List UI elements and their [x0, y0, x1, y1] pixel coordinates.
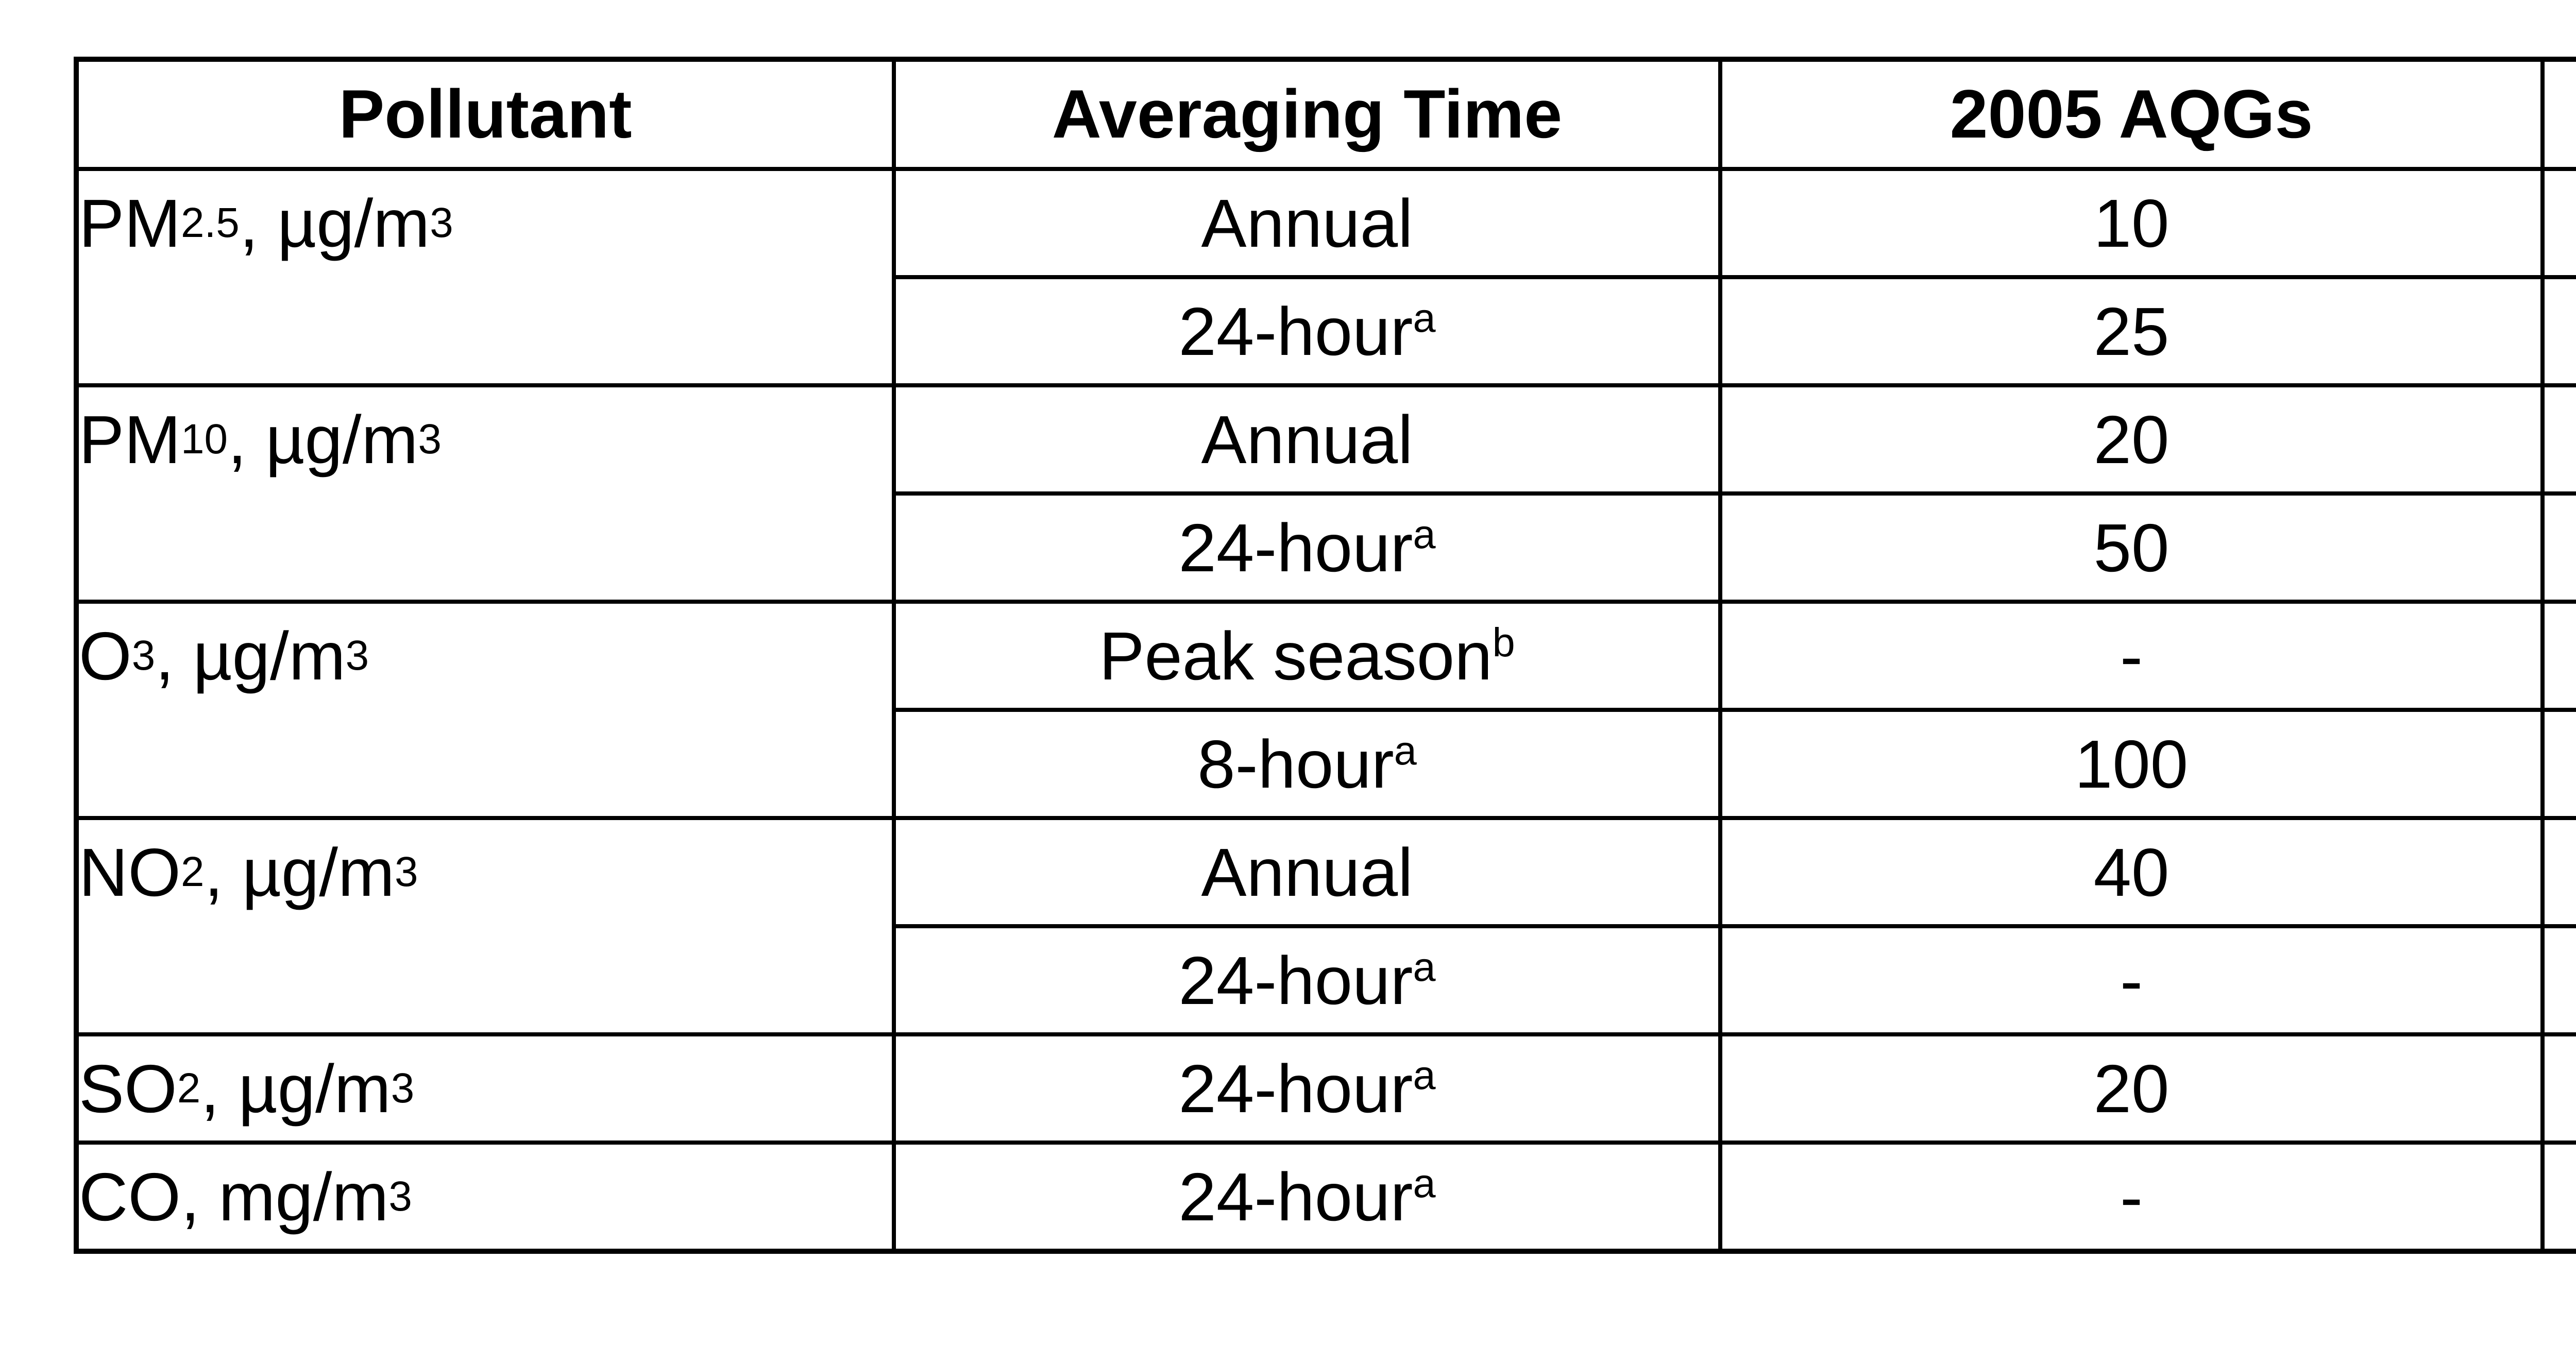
pollutant-label: SO 2, µg/m 3 [79, 1050, 415, 1127]
pollutant-unit: , µg/m [228, 401, 418, 478]
pollutant-base: PM [79, 401, 181, 478]
pollutant-cell-no2: NO 2, µg/m 3 [74, 816, 896, 1036]
aqg-2005-cell: 25 [1718, 275, 2545, 387]
averaging-time-cell: 24-houra [892, 1032, 1722, 1145]
aqg-2021-cell: 10 [2540, 816, 2576, 928]
pollutant-base: CO [79, 1159, 181, 1235]
header-row: Pollutant Averaging Time 2005 AQGs 2021 … [74, 57, 2576, 171]
aqg-2005-cell: 20 [1718, 1032, 2545, 1145]
table-row-co-24hour: CO, mg/m3 24-houra - 4 [74, 1140, 2576, 1253]
footnote-marker: a [1413, 510, 1436, 557]
aqg-2021-cell: 45 [2540, 491, 2576, 604]
pollutant-label: CO, mg/m 3 [79, 1159, 412, 1235]
aqg-2005-cell: 10 [1718, 167, 2545, 279]
averaging-time-cell: 24-houra [892, 491, 1722, 604]
pollutant-cell-pm25: PM 2.5, µg/m 3 [74, 167, 896, 387]
pollutant-unit: , µg/m [200, 1050, 391, 1127]
averaging-time-cell: Annual [892, 167, 1722, 279]
pollutant-base: PM [79, 185, 181, 261]
pollutant-label: PM 2.5, µg/m 3 [79, 185, 453, 261]
table-row-so2-24hour: SO2, µg/m3 24-houra 20 40 [74, 1032, 2576, 1145]
footnote-marker: a [1413, 1160, 1436, 1206]
averaging-time-label: 24-hour [1178, 1159, 1413, 1235]
footnote-marker: a [1394, 727, 1417, 773]
aqg-2021-cell: 40 [2540, 1032, 2576, 1145]
footnote-marker: a [1413, 294, 1436, 340]
pollutant-cell-co: CO, mg/m 3 [74, 1140, 896, 1253]
table-row-o3-8hour: 8-houra 100 100 [76, 708, 2576, 820]
averaging-time-label: 24-hour [1178, 942, 1413, 1018]
averaging-time-cell: 24-houra [892, 275, 1722, 387]
aqg-2021-cell: 100 [2540, 708, 2576, 820]
col-header-2021-aqgs: 2021 AQGs [2540, 57, 2576, 171]
aqg-2021-cell: 5 [2540, 167, 2576, 279]
pollutant-base: NO [79, 834, 181, 910]
pollutant-cell-so2: SO 2, µg/m 3 [74, 1032, 896, 1145]
table-row-pm25-annual: PM2.5, µg/m3 Annual 10 5 [74, 167, 2576, 387]
footnote-marker: b [1492, 619, 1515, 665]
averaging-time-cell: Annual [892, 816, 1722, 928]
averaging-time-cell: 8-houra [892, 708, 1722, 820]
aqg-2005-cell: 20 [1718, 383, 2545, 496]
averaging-time-cell: Peak seasonb [892, 600, 1722, 712]
averaging-time-cell: Annual [892, 383, 1722, 496]
table-body: PM2.5, µg/m3 Annual 10 5 24-houra 25 15 … [74, 167, 2576, 1253]
footnote-marker: a [1413, 943, 1436, 990]
averaging-time-label: Peak season [1099, 618, 1493, 694]
aqg-2021-cell: 15 [2540, 383, 2576, 496]
pollutant-label: NO 2, µg/m 3 [79, 834, 418, 910]
pollutant-label: PM 10, µg/m 3 [79, 401, 442, 478]
pollutant-unit: , µg/m [155, 618, 346, 694]
pollutant-base: SO [79, 1050, 177, 1127]
aqg-2005-cell: 100 [1718, 708, 2545, 820]
aqg-2005-cell: - [1718, 600, 2545, 712]
aqg-2005-cell: - [1718, 1140, 2545, 1253]
table-row-o3-peakseason: O3, µg/m3 Peak seasonb - 60 [74, 600, 2576, 820]
table-row-no2-24hour: 24-houra - 25 [76, 924, 2576, 1036]
pollutant-cell-pm10: PM 10, µg/m 3 [74, 383, 896, 604]
averaging-time-cell: 24-houra [892, 924, 1722, 1036]
col-header-averaging-time: Averaging Time [892, 57, 1722, 171]
table-header: Pollutant Averaging Time 2005 AQGs 2021 … [74, 57, 2576, 171]
col-header-pollutant: Pollutant [74, 57, 896, 171]
averaging-time-label: 24-hour [1178, 509, 1413, 586]
table-row-pm10-24hour: 24-houra 50 45 [76, 491, 2576, 604]
pollutant-unit: , µg/m [204, 834, 395, 910]
aqg-2005-cell: 40 [1718, 816, 2545, 928]
pollutant-base: O [79, 618, 132, 694]
averaging-time-label: 24-hour [1178, 293, 1413, 369]
aqg-table: Pollutant Averaging Time 2005 AQGs 2021 … [74, 57, 2576, 1254]
col-header-2005-aqgs: 2005 AQGs [1718, 57, 2545, 171]
aqg-2021-cell: 60 [2540, 600, 2576, 712]
aqg-2021-cell: 4 [2540, 1140, 2576, 1253]
pollutant-unit: , mg/m [181, 1159, 389, 1235]
averaging-time-label: 24-hour [1178, 1050, 1413, 1127]
aqg-2021-cell: 15 [2540, 275, 2576, 387]
table-row-pm25-24hour: 24-houra 25 15 [76, 275, 2576, 387]
averaging-time-cell: 24-houra [892, 1140, 1722, 1253]
pollutant-unit: , µg/m [239, 185, 430, 261]
averaging-time-label: Annual [1201, 185, 1413, 261]
aqg-2005-cell: - [1718, 924, 2545, 1036]
footnote-marker: a [1413, 1051, 1436, 1098]
averaging-time-label: 8-hour [1197, 726, 1394, 802]
averaging-time-label: Annual [1201, 834, 1413, 910]
averaging-time-label: Annual [1201, 401, 1413, 478]
aqg-2021-cell: 25 [2540, 924, 2576, 1036]
aqg-2005-cell: 50 [1718, 491, 2545, 604]
table-row-no2-annual: NO2, µg/m3 Annual 40 10 [74, 816, 2576, 1036]
